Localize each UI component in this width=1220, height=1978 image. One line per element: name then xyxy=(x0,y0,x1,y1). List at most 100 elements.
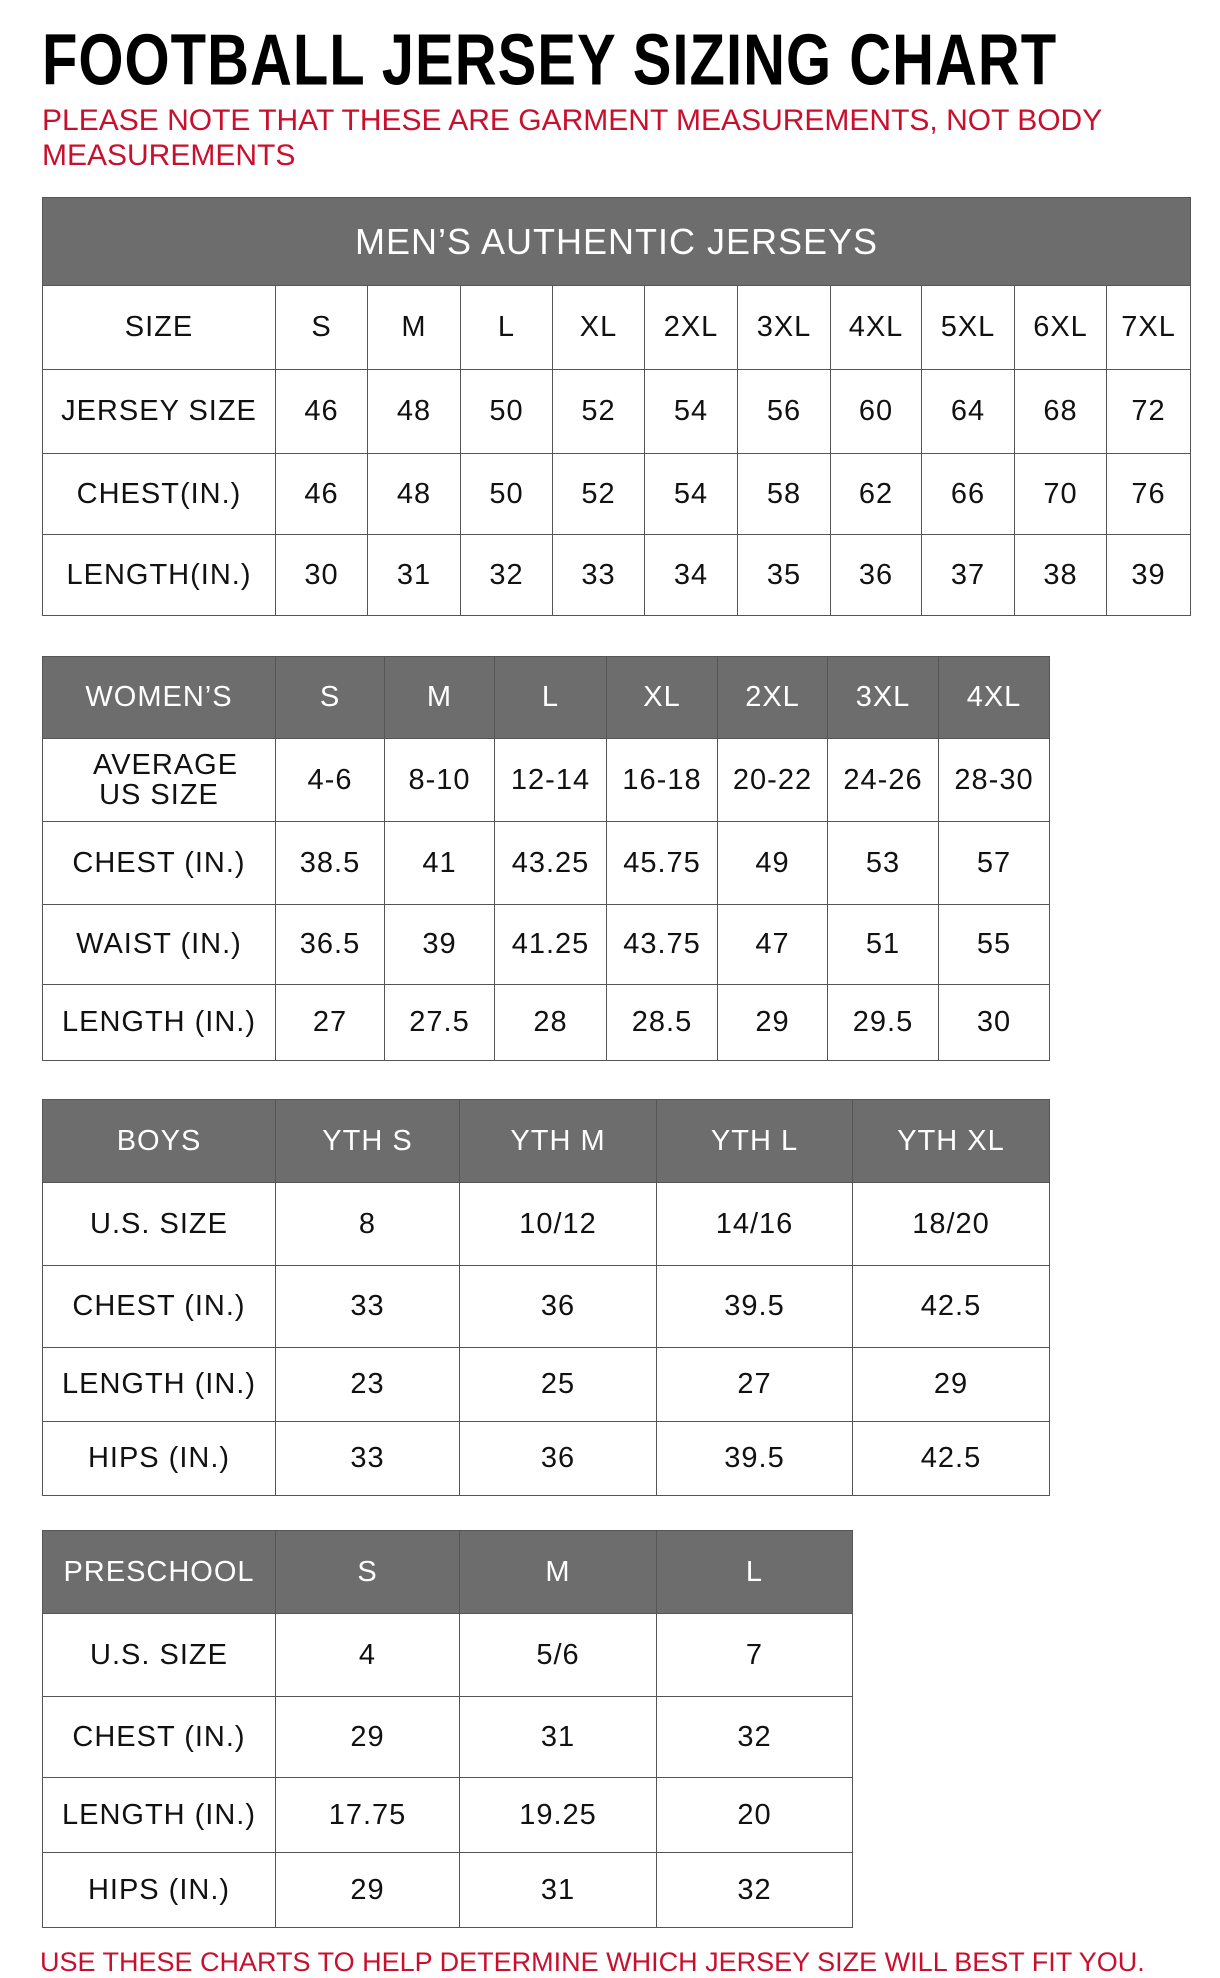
boys-size-table: BOYS YTH S YTH M YTH L YTH XL U.S. SIZE 8 10/12… xyxy=(42,1099,1050,1496)
measurement-cell: 32 xyxy=(656,1696,853,1778)
table-row: HIPS (IN.) 29 31 32 xyxy=(42,1852,853,1928)
table-row: AVERAGE US SIZE 4-6 8-10 12-14 16-18 20-22 24-… xyxy=(42,738,1050,822)
measurement-cell: 53 xyxy=(827,821,939,905)
measurement-cell: 29 xyxy=(275,1852,460,1928)
size-header-cell: XL xyxy=(552,285,645,370)
measurement-cell: 16-18 xyxy=(606,738,718,822)
measurement-cell: 27 xyxy=(656,1347,853,1422)
mens-size-table: MEN’S AUTHENTIC JERSEYS SIZE S M L XL 2XL 3XL 4X… xyxy=(41,197,1192,616)
table-category-header: BOYS xyxy=(42,1099,276,1183)
measurement-cell: 64 xyxy=(921,369,1015,454)
row-label: LENGTH (IN.) xyxy=(42,1347,276,1422)
measurement-cell: 43.25 xyxy=(494,821,607,905)
size-header-cell: S xyxy=(275,656,385,739)
measurement-cell: 39 xyxy=(1105,534,1192,616)
measurement-cell: 39.5 xyxy=(656,1265,853,1348)
size-header-cell: XL xyxy=(606,656,718,739)
row-label: HIPS (IN.) xyxy=(42,1852,276,1928)
measurement-cell: 27 xyxy=(275,984,385,1061)
measurement-cell: 51 xyxy=(827,904,939,985)
measurement-cell: 28.5 xyxy=(606,984,718,1061)
measurement-cell: 41.25 xyxy=(494,904,607,985)
row-label: HIPS (IN.) xyxy=(42,1421,276,1496)
size-header-cell: 3XL xyxy=(737,285,831,370)
measurement-cell: 37 xyxy=(921,534,1015,616)
measurement-cell: 4-6 xyxy=(275,738,385,822)
measurement-cell: 27.5 xyxy=(384,984,495,1061)
measurement-cell: 38 xyxy=(1014,534,1107,616)
measurement-cell: 36.5 xyxy=(275,904,385,985)
size-header-cell: L xyxy=(656,1530,853,1614)
measurement-cell: 8-10 xyxy=(384,738,495,822)
measurement-cell: 36 xyxy=(459,1421,657,1496)
table-row: CHEST (IN.) 33 36 39.5 42.5 xyxy=(42,1265,1050,1348)
measurement-cell: 45.75 xyxy=(606,821,718,905)
measurement-cell: 29 xyxy=(275,1696,460,1778)
measurement-cell: 52 xyxy=(552,369,645,454)
measurement-cell: 48 xyxy=(367,369,461,454)
measurement-cell: 43.75 xyxy=(606,904,718,985)
size-header-cell: YTH L xyxy=(656,1099,853,1183)
size-header-cell: S xyxy=(275,1530,460,1614)
measurement-cell: 55 xyxy=(938,904,1050,985)
table-category-header: WOMEN’S xyxy=(42,656,276,739)
table-row: U.S. SIZE 8 10/12 14/16 18/20 xyxy=(42,1182,1050,1266)
row-label: U.S. SIZE xyxy=(42,1613,276,1697)
table-row: LENGTH (IN.) 23 25 27 29 xyxy=(42,1347,1050,1422)
measurement-cell: 4 xyxy=(275,1613,460,1697)
row-label: CHEST (IN.) xyxy=(42,1265,276,1348)
size-header-cell: M xyxy=(384,656,495,739)
measurement-cell: 49 xyxy=(717,821,828,905)
table-row: WAIST (IN.) 36.5 39 41.25 43.75 47 51 55 xyxy=(42,904,1050,985)
row-label: LENGTH (IN.) xyxy=(42,984,276,1061)
measurement-cell: 60 xyxy=(830,369,922,454)
table-row: HIPS (IN.) 33 36 39.5 42.5 xyxy=(42,1421,1050,1496)
table-row: LENGTH (IN.) 27 27.5 28 28.5 29 29.5 30 xyxy=(42,984,1050,1061)
size-header-cell: YTH M xyxy=(459,1099,657,1183)
measurement-cell: 17.75 xyxy=(275,1777,460,1853)
measurement-cell: 42.5 xyxy=(852,1421,1050,1496)
measurement-cell: 30 xyxy=(275,534,368,616)
womens-size-table: WOMEN’S S M L XL 2XL 3XL 4XL AVERAGE US SIZE 4-6 8… xyxy=(42,656,1050,1061)
size-header-cell: L xyxy=(494,656,607,739)
measurement-cell: 39.5 xyxy=(656,1421,853,1496)
measurement-cell: 8 xyxy=(275,1182,460,1266)
measurement-cell: 38.5 xyxy=(275,821,385,905)
size-header-cell: 4XL xyxy=(830,285,922,370)
size-header-cell: S xyxy=(275,285,368,370)
measurement-cell: 31 xyxy=(367,534,461,616)
row-label: CHEST (IN.) xyxy=(42,821,276,905)
measurement-cell: 36 xyxy=(830,534,922,616)
measurement-cell: 34 xyxy=(644,534,738,616)
row-label: CHEST (IN.) xyxy=(42,1696,276,1778)
table-category-header: PRESCHOOL xyxy=(42,1530,276,1614)
table-row: LENGTH(IN.) 30 31 32 33 34 35 36 37 38 39 xyxy=(42,534,1192,616)
table-row: U.S. SIZE 4 5/6 7 xyxy=(42,1613,853,1697)
size-header-cell: 4XL xyxy=(938,656,1050,739)
measurement-cell: 33 xyxy=(275,1265,460,1348)
measurement-cell: 46 xyxy=(275,453,368,535)
measurement-cell: 18/20 xyxy=(852,1182,1050,1266)
measurement-cell: 25 xyxy=(459,1347,657,1422)
measurement-cell: 76 xyxy=(1105,453,1192,535)
size-header-cell: YTH XL xyxy=(852,1099,1050,1183)
size-header-cell: 6XL xyxy=(1014,285,1107,370)
measurement-cell: 39 xyxy=(384,904,495,985)
measurement-cell: 28 xyxy=(494,984,607,1061)
measurement-cell: 68 xyxy=(1014,369,1107,454)
row-label: LENGTH (IN.) xyxy=(42,1777,276,1853)
measurement-cell: 7 xyxy=(656,1613,853,1697)
size-header-cell: 2XL xyxy=(717,656,828,739)
measurement-cell: 29.5 xyxy=(827,984,939,1061)
measurement-cell: 30 xyxy=(938,984,1050,1061)
table-row: JERSEY SIZE 46 48 50 52 54 56 60 64 68 72 xyxy=(42,369,1192,454)
measurement-cell: 24-26 xyxy=(827,738,939,822)
size-header-cell: M xyxy=(459,1530,657,1614)
size-header-cell: 7XL xyxy=(1105,285,1192,370)
measurement-cell: 33 xyxy=(275,1421,460,1496)
measurement-cell: 28-30 xyxy=(938,738,1050,822)
measurement-cell: 41 xyxy=(384,821,495,905)
measurement-cell: 31 xyxy=(459,1696,657,1778)
measurement-cell: 70 xyxy=(1014,453,1107,535)
measurement-cell: 10/12 xyxy=(459,1182,657,1266)
